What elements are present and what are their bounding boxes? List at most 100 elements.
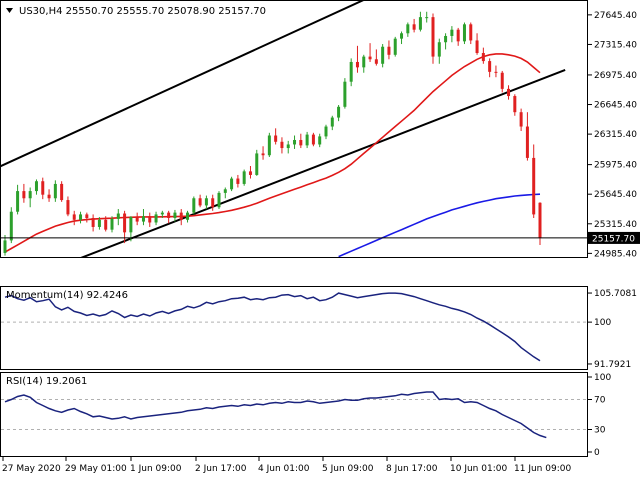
momentum-line xyxy=(4,292,541,362)
candle-body xyxy=(267,135,271,156)
candle-body xyxy=(85,214,89,218)
candle-body xyxy=(204,198,208,206)
candle xyxy=(217,191,221,210)
candle xyxy=(488,58,492,78)
candle-body xyxy=(532,157,536,215)
current-price-label: 25157.70 xyxy=(592,234,635,244)
time-tick-label: 5 Jun 09:00 xyxy=(322,464,374,474)
candle xyxy=(230,176,234,192)
dropdown-triangle-icon[interactable] xyxy=(6,8,13,13)
candle-body xyxy=(3,240,7,253)
candle xyxy=(368,43,372,62)
candle-body xyxy=(349,61,353,82)
channel-line-upper[interactable] xyxy=(0,0,565,168)
candle xyxy=(374,49,378,66)
candle xyxy=(3,235,7,256)
candle xyxy=(22,183,26,203)
candle xyxy=(507,85,511,100)
candle-body xyxy=(330,117,334,127)
candle xyxy=(16,184,20,215)
candle xyxy=(261,146,265,160)
candle-body xyxy=(22,191,26,199)
candle-body xyxy=(60,183,64,201)
candle xyxy=(135,212,139,226)
candle-body xyxy=(79,214,83,220)
candle xyxy=(280,137,284,154)
candle xyxy=(393,36,397,57)
candle xyxy=(28,187,32,208)
rsi-panel: 100 70 30 0 RSI(14) 19.2061 xyxy=(0,372,611,458)
candle-body xyxy=(236,178,240,184)
time-tick-label: 4 Jun 01:00 xyxy=(258,464,310,474)
candle-body xyxy=(230,178,234,190)
candle xyxy=(494,65,498,78)
rsi-tick-label: 30 xyxy=(594,426,606,436)
candle xyxy=(305,131,309,149)
candle-body xyxy=(343,81,347,107)
candle-body xyxy=(538,202,542,238)
time-axis: 27 May 2020 29 May 01:00 1 Jun 09:00 2 Jun … xyxy=(2,457,571,474)
candle-body xyxy=(16,191,20,212)
candle-body xyxy=(519,112,523,127)
candle xyxy=(532,144,536,218)
candle xyxy=(72,210,76,226)
candle xyxy=(104,216,108,232)
candle-body xyxy=(141,216,145,222)
candle xyxy=(519,108,523,132)
price-tick-label: 25975.40 xyxy=(594,161,637,171)
price-panel-frame xyxy=(0,0,588,258)
current-price-line: 25157.70 xyxy=(1,231,640,244)
candle xyxy=(513,94,517,116)
candle xyxy=(236,174,240,188)
candle-body xyxy=(154,214,158,223)
chart-header: US30,H4 25550.70 25555.70 25078.90 25157… xyxy=(6,6,266,17)
candle xyxy=(274,128,278,145)
candle-body xyxy=(368,56,372,60)
candle-body xyxy=(456,29,460,42)
candle-body xyxy=(362,56,366,68)
candle-body xyxy=(525,126,529,158)
candle xyxy=(431,13,435,64)
candle-body xyxy=(293,139,297,145)
momentum-tick-label: 91.7921 xyxy=(594,360,631,370)
momentum-axis: 105.7081 100 91.7921 xyxy=(588,289,637,370)
candle-body xyxy=(481,53,485,62)
candle-body xyxy=(494,71,498,73)
candle-body xyxy=(135,217,139,222)
rsi-label: RSI(14) 19.2061 xyxy=(6,376,87,387)
channel-line-middle[interactable] xyxy=(0,68,566,290)
candle xyxy=(286,140,290,154)
candle xyxy=(173,209,177,222)
candle xyxy=(324,124,328,140)
candle xyxy=(299,133,303,149)
candle xyxy=(538,202,542,245)
candle xyxy=(475,33,479,55)
candle-body xyxy=(513,96,517,113)
candle xyxy=(79,211,83,224)
time-tick-label: 1 Jun 09:00 xyxy=(130,464,182,474)
candle xyxy=(400,31,404,45)
rsi-tick-label: 70 xyxy=(594,396,606,406)
candle xyxy=(53,180,57,202)
candle xyxy=(255,149,259,176)
candle-body xyxy=(500,72,504,89)
candle-body xyxy=(406,24,410,34)
candle xyxy=(141,209,145,226)
candle-body xyxy=(47,194,51,199)
candle-body xyxy=(261,153,265,156)
candle xyxy=(41,177,45,200)
candle xyxy=(186,210,190,223)
candle-body xyxy=(305,134,309,146)
candle-body xyxy=(91,217,95,227)
candle-body xyxy=(179,212,183,220)
candle-body xyxy=(97,219,101,227)
candle xyxy=(406,22,410,37)
candle xyxy=(66,196,70,217)
candle xyxy=(179,209,183,226)
chart-title: US30,H4 25550.70 25555.70 25078.90 25157… xyxy=(19,6,266,17)
candle xyxy=(456,27,460,46)
candle-body xyxy=(110,218,114,230)
time-tick-label: 2 Jun 17:00 xyxy=(195,464,247,474)
candle xyxy=(9,207,13,244)
candle-body xyxy=(355,61,359,68)
